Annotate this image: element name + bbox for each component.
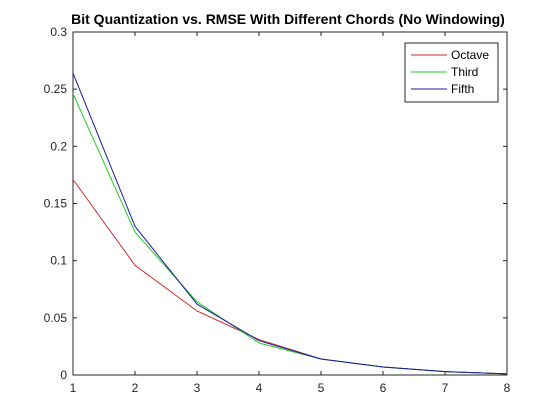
- legend-label-fifth: Fifth: [451, 82, 474, 96]
- series-line-fifth: [72, 72, 508, 375]
- plot-area: 1 2 3 4 5 6 7 8 0 0.05 0.1 0.15 0.2 0.25 0.3 Octave Thir…: [44, 25, 511, 395]
- y-tick-label: 0.1: [50, 254, 67, 268]
- x-tick-label: 2: [132, 381, 139, 395]
- x-tick-label: 4: [256, 381, 263, 395]
- x-tick-label: 1: [70, 381, 77, 395]
- y-tick-label: 0.15: [44, 197, 68, 211]
- x-tick-label: 7: [442, 381, 449, 395]
- x-tick-label: 3: [194, 381, 201, 395]
- y-tick-label: 0: [60, 368, 67, 382]
- chart-title: Bit Quantization vs. RMSE With Different…: [71, 11, 505, 27]
- x-tick-label: 5: [318, 381, 325, 395]
- y-tick-label: 0.3: [50, 25, 67, 39]
- y-tick-label: 0.2: [50, 139, 67, 153]
- x-tick-label: 6: [380, 381, 387, 395]
- legend-label-octave: Octave: [451, 48, 489, 62]
- legend-label-third: Third: [451, 65, 478, 79]
- y-tick-label: 0.25: [44, 82, 68, 96]
- y-tick-label: 0.05: [44, 311, 68, 325]
- x-tick-label: 8: [504, 381, 511, 395]
